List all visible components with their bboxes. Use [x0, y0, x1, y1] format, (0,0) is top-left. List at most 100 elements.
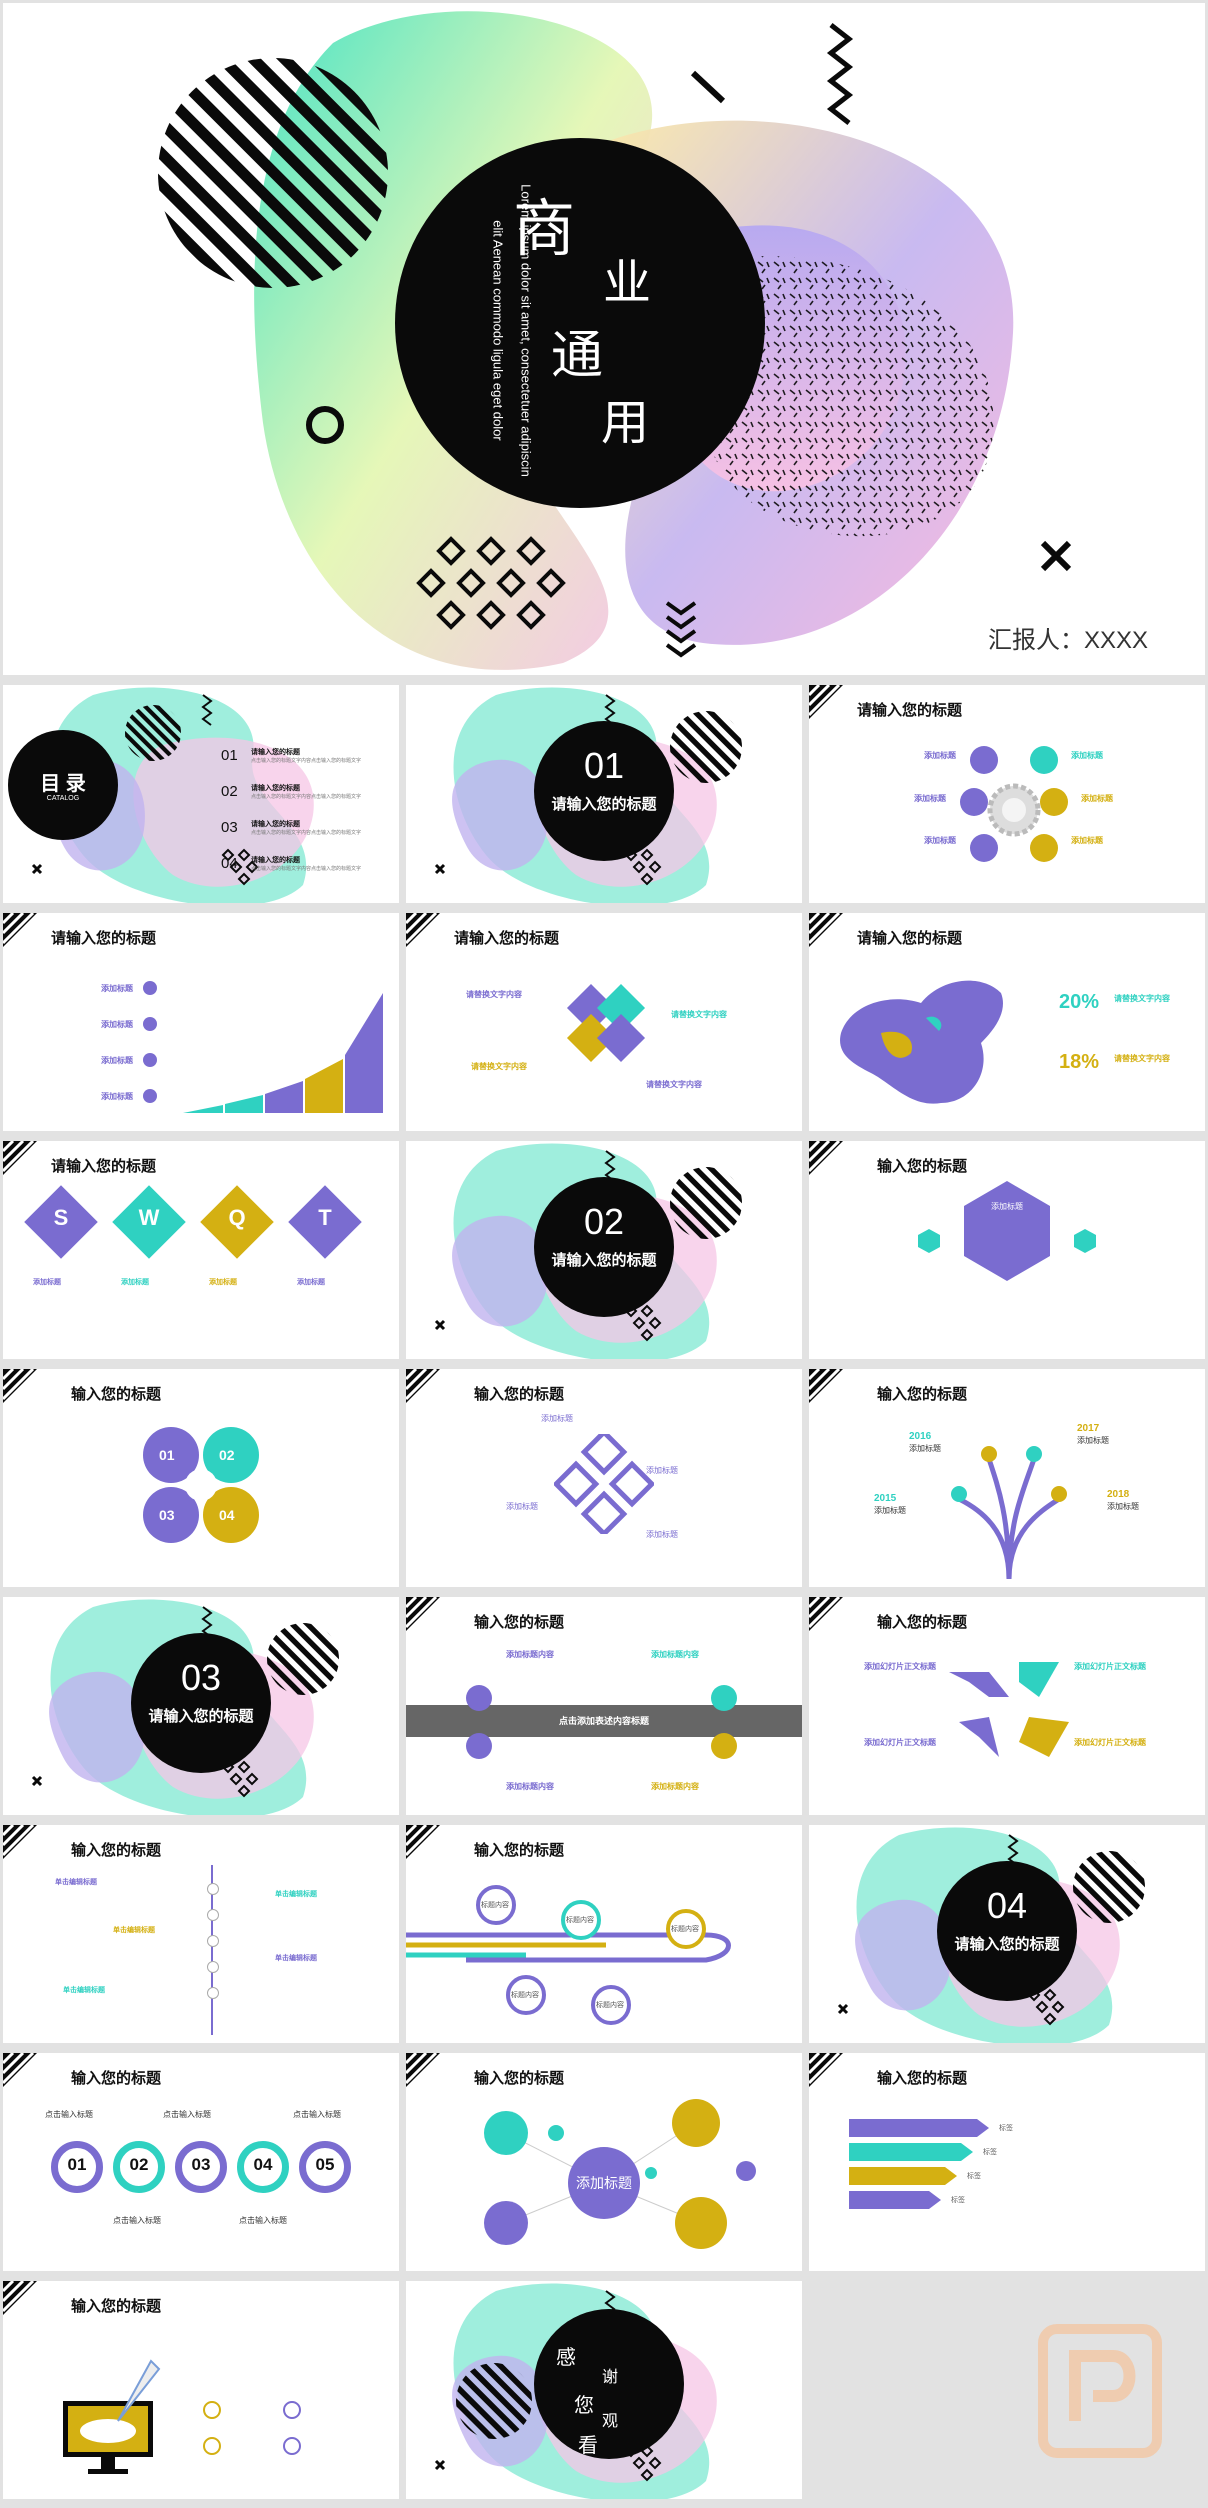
section-02-slide[interactable]: 02 请输入您的标题 [406, 1141, 802, 1359]
toc-slide[interactable]: 目 录 CATALOG 01 请输入您的标题 点击输入您的标题文字内容点击输入您… [3, 685, 399, 903]
corner-stripes [809, 1141, 843, 1175]
corner-stripes [3, 2281, 37, 2315]
watermark-area [809, 2281, 1205, 2499]
vertical-timeline-slide[interactable]: 输入您的标题 单击编辑标题 单击编辑标题 单击编辑标题 单击编辑标题 单击编辑标… [3, 1825, 399, 2043]
slide-title: 请输入您的标题 [857, 702, 963, 719]
section-01-slide[interactable]: 01 请输入您的标题 [406, 685, 802, 903]
rocket-slide[interactable]: 输入您的标题 [3, 2281, 399, 2499]
bar-tag-label: 标签 [999, 2125, 1013, 2132]
tag-label: 添加标题 [646, 1466, 678, 1475]
slide-title: 请输入您的标题 [51, 930, 157, 947]
pipe-label: 标题内容 [566, 1917, 594, 1924]
tag-label: 添加幻灯片正文标题 [864, 1738, 936, 1747]
swot-letter: W [138, 1205, 160, 1230]
watermark-logo [1038, 2324, 1162, 2458]
circle-icon [466, 1685, 492, 1711]
bubbles-slide[interactable]: 输入您的标题 添加标题 [406, 2053, 802, 2271]
toc-item-desc: 点击输入您的标题文字内容点击输入您的标题文字 [251, 830, 362, 836]
toc-item-number: 04 [221, 855, 238, 872]
toc-subtitle: CATALOG [46, 795, 80, 802]
corner-stripes [3, 1369, 37, 1403]
flower-slide[interactable]: 输入您的标题 01 02 03 04 [3, 1369, 399, 1587]
tag-label: 请替换文字内容 [1114, 1054, 1170, 1063]
ring-number: 02 [129, 2155, 149, 2174]
tag-label: 添加标题内容 [506, 1650, 554, 1659]
tag-label: 添加标题 [121, 1279, 149, 1286]
ring-number: 05 [315, 2155, 335, 2174]
gear-diagram [960, 746, 1068, 862]
hexagon [964, 1181, 1050, 1281]
flower-number: 02 [219, 1447, 235, 1463]
pipe-slide[interactable]: 输入您的标题 标题内容 标题内容 标题内容 标题内容 标题内容 [406, 1825, 802, 2043]
pipe-label: 标题内容 [511, 1992, 539, 1999]
tag-label: 添加标题 [101, 984, 133, 993]
cover-title-char-1: 商 [513, 195, 576, 264]
stat-circle-icon [203, 2401, 221, 2419]
swot-slide[interactable]: 请输入您的标题 S 添加标题 W 添加标题 Q 添加标题 T 添加标题 [3, 1141, 399, 1359]
flower-diagram [143, 1427, 259, 1543]
bubble-diagram [484, 2099, 756, 2249]
toc-item[interactable]: 03 请输入您的标题 点击输入您的标题文字内容点击输入您的标题文字 [221, 819, 391, 849]
number-ring [237, 2141, 289, 2193]
toc-item-label: 请输入您的标题 [251, 749, 300, 756]
timeline-tree-slide[interactable]: 输入您的标题 2016 添加标题 2017 添加标题 2015 添加标题 2018 添… [809, 1369, 1205, 1587]
tag-icon [143, 981, 157, 995]
diamond-diagram [566, 983, 646, 1063]
toc-item-number: 03 [221, 819, 238, 836]
section-title: 请输入您的标题 [954, 1936, 1060, 1953]
slide-title: 输入您的标题 [877, 2070, 968, 2087]
small-hexagon [1074, 1229, 1096, 1253]
cover-slide[interactable]: 商 业 通 用 Lorem ipsum dolor sit amet, cons… [3, 3, 1205, 675]
tag-label: 请替换文字内容 [1114, 994, 1170, 1003]
tag-label: 点击输入标题 [113, 2216, 161, 2225]
tag-label: 添加标题内容 [651, 1782, 699, 1791]
slide-title: 输入您的标题 [474, 2070, 565, 2087]
corner-stripes [3, 1141, 37, 1175]
section-number: 01 [583, 745, 625, 786]
tag-label: 添加幻灯片正文标题 [1074, 1662, 1146, 1671]
tag-label: 添加标题内容 [506, 1782, 554, 1791]
thanks-circle [534, 2309, 684, 2459]
tag-label: 添加标题 [909, 1444, 941, 1453]
pipe-label: 标题内容 [671, 1926, 699, 1933]
swot-letter: T [318, 1205, 332, 1230]
tag-label: 添加标题 [33, 1279, 61, 1286]
tag-label: 单击编辑标题 [113, 1927, 155, 1934]
corner-stripes [809, 685, 843, 719]
tag-label: 单击编辑标题 [275, 1955, 317, 1962]
pipe-diagram [406, 1885, 731, 2025]
tag-label: 点击输入标题 [45, 2110, 93, 2119]
arrows-slide[interactable]: 输入您的标题 添加幻灯片正文标题 添加幻灯片正文标题 添加幻灯片正文标题 添加幻… [809, 1597, 1205, 1815]
gray-bar-slide[interactable]: 输入您的标题 点击添加表述内容标题 添加标题内容 添加标题内容 添加标题内容 添… [406, 1597, 802, 1815]
arrow-bars-slide[interactable]: 输入您的标题 标签 标签 标签 标签 [809, 2053, 1205, 2271]
slide-title: 输入您的标题 [474, 1386, 565, 1403]
toc-item[interactable]: 02 请输入您的标题 点击输入您的标题文字内容点击输入您的标题文字 [221, 783, 391, 813]
diamond-tags-slide[interactable]: 请输入您的标题 请替换文字内容 请替换文字内容 请替换文字内容 请替换文字内容 [406, 913, 802, 1131]
numbered-rings-slide[interactable]: 输入您的标题 01 02 03 04 05 点击输入标题 点击输入标题 点击输入… [3, 2053, 399, 2271]
slide-title: 输入您的标题 [877, 1386, 968, 1403]
thanks-slide[interactable]: 感谢您观看 [406, 2281, 802, 2499]
section-title: 请输入您的标题 [551, 796, 657, 813]
hexagon-slide[interactable]: 输入您的标题 添加标题 [809, 1141, 1205, 1359]
corner-stripes [406, 1369, 440, 1403]
toc-item[interactable]: 01 请输入您的标题 点击输入您的标题文字内容点击输入您的标题文字 [221, 747, 391, 777]
gear-diagram-slide[interactable]: 请输入您的标题 添加标题 添加标题 添加标题 添加标题 添加标题 添加标题 [809, 685, 1205, 903]
toc-item[interactable]: 04 请输入您的标题 点击输入您的标题文字内容点击输入您的标题文字 [221, 855, 391, 885]
rhombus-flow-slide[interactable]: 输入您的标题 添加标题 添加标题 添加标题 添加标题 [406, 1369, 802, 1587]
section-number: 02 [583, 1201, 625, 1242]
toc-item-label: 请输入您的标题 [251, 857, 300, 864]
section-04-slide[interactable]: 04 请输入您的标题 [809, 1825, 1205, 2043]
striped-circle [1073, 1851, 1145, 1923]
section-03-slide[interactable]: 03 请输入您的标题 [3, 1597, 399, 1815]
striped-circle [125, 705, 181, 761]
tag-label: 添加幻灯片正文标题 [1074, 1738, 1146, 1747]
tag-label: 添加标题 [101, 1020, 133, 1029]
growth-chart-slide[interactable]: 请输入您的标题 添加标题 添加标题 添加标题 添加标题 [3, 913, 399, 1131]
corner-stripes [406, 1597, 440, 1631]
stat-circle-icon [283, 2401, 301, 2419]
stat-circle-icon [203, 2437, 221, 2455]
map-slide[interactable]: 请输入您的标题 20% 18% 请替换文字内容 请替换文字内容 [809, 913, 1205, 1131]
section-title: 请输入您的标题 [148, 1708, 254, 1725]
bar-tag-label: 标签 [967, 2173, 981, 2180]
slide-title: 输入您的标题 [71, 2070, 162, 2087]
